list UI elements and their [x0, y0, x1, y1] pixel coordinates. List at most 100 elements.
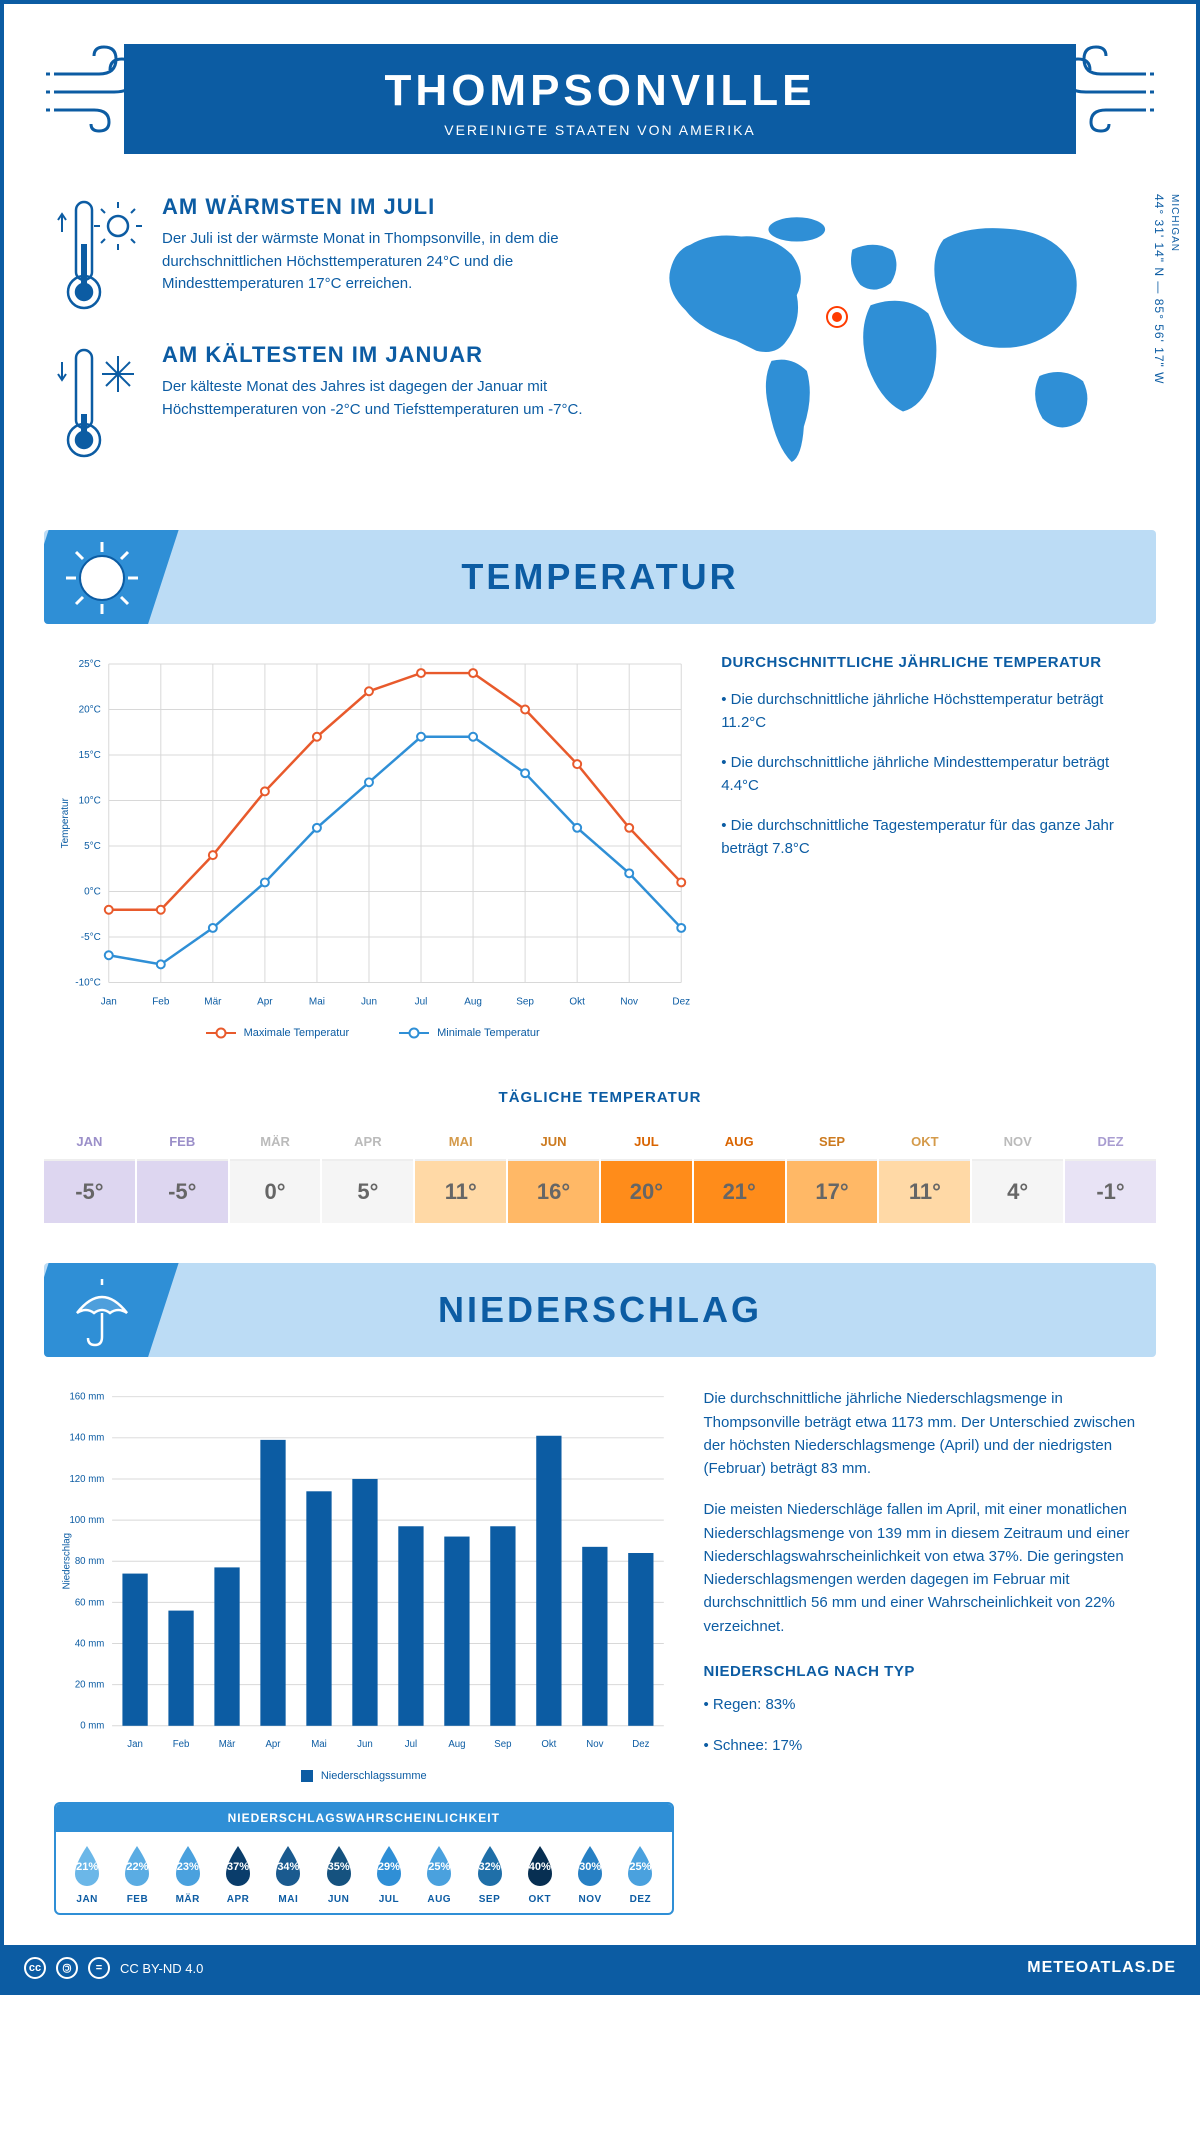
svg-text:Nov: Nov [586, 1740, 603, 1751]
daily-cell: DEZ-1° [1065, 1124, 1156, 1223]
svg-text:80 mm: 80 mm [75, 1557, 105, 1568]
footer: cc 🄯 = CC BY-ND 4.0 METEOATLAS.DE [4, 1945, 1196, 1991]
prob-cell: 29%JUL [364, 1844, 414, 1905]
precip-title: NIEDERSCHLAG [44, 1289, 1156, 1331]
svg-text:15°C: 15°C [79, 750, 101, 761]
daily-cell: NOV4° [972, 1124, 1063, 1223]
svg-text:Temperatur: Temperatur [60, 797, 71, 848]
svg-text:Jul: Jul [415, 996, 428, 1007]
svg-text:10°C: 10°C [79, 795, 101, 806]
fact-coldest: AM KÄLTESTEN IM JANUAR Der kälteste Mona… [54, 342, 610, 462]
svg-text:Aug: Aug [464, 996, 482, 1007]
legend-max: .legend-line[style*='e85a2c']::after{bor… [206, 1027, 350, 1039]
prob-cell: 35%JUN [313, 1844, 363, 1905]
prob-cell: 37%APR [213, 1844, 263, 1905]
daily-cell: OKT11° [879, 1124, 970, 1223]
page-subtitle: VEREINIGTE STAATEN VON AMERIKA [124, 122, 1076, 138]
svg-text:Okt: Okt [541, 1740, 556, 1751]
svg-text:Jan: Jan [101, 996, 117, 1007]
svg-text:Aug: Aug [448, 1740, 465, 1751]
fact-warm-text: Der Juli ist der wärmste Monat in Thomps… [162, 228, 610, 296]
svg-text:Mär: Mär [219, 1740, 236, 1751]
svg-text:Jun: Jun [361, 996, 377, 1007]
temp-info: DURCHSCHNITTLICHE JÄHRLICHE TEMPERATUR •… [721, 654, 1146, 1039]
svg-text:20 mm: 20 mm [75, 1680, 105, 1691]
fact-warmest: AM WÄRMSTEN IM JULI Der Juli ist der wär… [54, 194, 610, 314]
svg-text:Feb: Feb [173, 1740, 190, 1751]
thermometer-hot-icon [54, 194, 144, 314]
nd-icon: = [88, 1957, 110, 1979]
prob-cell: 21%JAN [62, 1844, 112, 1905]
svg-text:0 mm: 0 mm [80, 1721, 104, 1732]
daily-cell: AUG21° [694, 1124, 785, 1223]
by-icon: 🄯 [56, 1957, 78, 1979]
region-label: MICHIGAN [1169, 194, 1180, 252]
svg-text:Mai: Mai [311, 1740, 327, 1751]
daily-cell: JAN-5° [44, 1124, 135, 1223]
umbrella-icon [62, 1271, 142, 1351]
daily-grid: JAN-5°FEB-5°MÄR0°APR5°MAI11°JUN16°JUL20°… [44, 1124, 1156, 1223]
svg-text:Mär: Mär [204, 996, 222, 1007]
prob-cell: 25%DEZ [615, 1844, 665, 1905]
coords-label: 44° 31' 14" N — 85° 56' 17" W [1152, 194, 1166, 384]
svg-text:Dez: Dez [632, 1740, 649, 1751]
daily-cell: FEB-5° [137, 1124, 228, 1223]
svg-text:Niederschlag: Niederschlag [61, 1533, 72, 1589]
daily-title: TÄGLICHE TEMPERATUR [44, 1089, 1156, 1106]
temp-banner: TEMPERATUR [44, 530, 1156, 624]
precip-banner: NIEDERSCHLAG [44, 1263, 1156, 1357]
fact-warm-title: AM WÄRMSTEN IM JULI [162, 194, 610, 220]
svg-text:40 mm: 40 mm [75, 1639, 105, 1650]
svg-text:0°C: 0°C [84, 887, 101, 898]
svg-text:140 mm: 140 mm [69, 1433, 104, 1444]
header-banner: THOMPSONVILLE VEREINIGTE STAATEN VON AME… [124, 44, 1076, 154]
fact-cold-title: AM KÄLTESTEN IM JANUAR [162, 342, 610, 368]
svg-text:Apr: Apr [257, 996, 273, 1007]
world-map: MICHIGAN 44° 31' 14" N — 85° 56' 17" W [640, 194, 1146, 490]
prob-cell: 22%FEB [112, 1844, 162, 1905]
svg-text:-5°C: -5°C [81, 932, 101, 943]
temp-chart: -10°C-5°C0°C5°C10°C15°C20°C25°CJanFebMär… [54, 654, 691, 1039]
svg-text:Okt: Okt [569, 996, 585, 1007]
svg-text:Feb: Feb [152, 996, 170, 1007]
svg-text:Jun: Jun [357, 1740, 373, 1751]
license-text: CC BY-ND 4.0 [120, 1961, 203, 1976]
page-title: THOMPSONVILLE [124, 66, 1076, 116]
cc-icon: cc [24, 1957, 46, 1979]
svg-text:Jan: Jan [127, 1740, 143, 1751]
daily-cell: SEP17° [787, 1124, 878, 1223]
prob-cell: 23%MÄR [163, 1844, 213, 1905]
svg-text:160 mm: 160 mm [69, 1392, 104, 1403]
prob-cell: 25%AUG [414, 1844, 464, 1905]
svg-text:Nov: Nov [620, 996, 638, 1007]
daily-cell: APR5° [322, 1124, 413, 1223]
prob-cell: 40%OKT [515, 1844, 565, 1905]
prob-box: NIEDERSCHLAGSWAHRSCHEINLICHKEIT 21%JAN22… [54, 1802, 674, 1915]
svg-text:100 mm: 100 mm [69, 1515, 104, 1526]
daily-cell: JUL20° [601, 1124, 692, 1223]
daily-cell: MAI11° [415, 1124, 506, 1223]
sun-icon [62, 538, 142, 618]
temp-title: TEMPERATUR [44, 556, 1156, 598]
prob-cell: 30%NOV [565, 1844, 615, 1905]
svg-text:Mai: Mai [309, 996, 325, 1007]
precip-chart: 0 mm 20 mm 40 mm 60 mm 80 mm 100 mm 120 mm 140 … [54, 1387, 674, 1782]
prob-cell: 34%MAI [263, 1844, 313, 1905]
svg-text:-10°C: -10°C [75, 978, 101, 989]
svg-text:Sep: Sep [516, 996, 534, 1007]
svg-text:5°C: 5°C [84, 841, 101, 852]
legend-precip: Niederschlagssumme [301, 1770, 427, 1782]
svg-text:120 mm: 120 mm [69, 1474, 104, 1485]
svg-text:Sep: Sep [494, 1740, 511, 1751]
fact-cold-text: Der kälteste Monat des Jahres ist dagege… [162, 376, 610, 421]
daily-cell: JUN16° [508, 1124, 599, 1223]
svg-text:Jul: Jul [405, 1740, 417, 1751]
legend-min: .legend-line[style*='2f8fd6']::after{bor… [399, 1027, 540, 1039]
brand: METEOATLAS.DE [1027, 1959, 1176, 1977]
svg-text:60 mm: 60 mm [75, 1598, 105, 1609]
svg-text:Apr: Apr [265, 1740, 281, 1751]
svg-text:Dez: Dez [672, 996, 690, 1007]
daily-cell: MÄR0° [230, 1124, 321, 1223]
svg-text:20°C: 20°C [79, 704, 101, 715]
prob-cell: 32%SEP [464, 1844, 514, 1905]
